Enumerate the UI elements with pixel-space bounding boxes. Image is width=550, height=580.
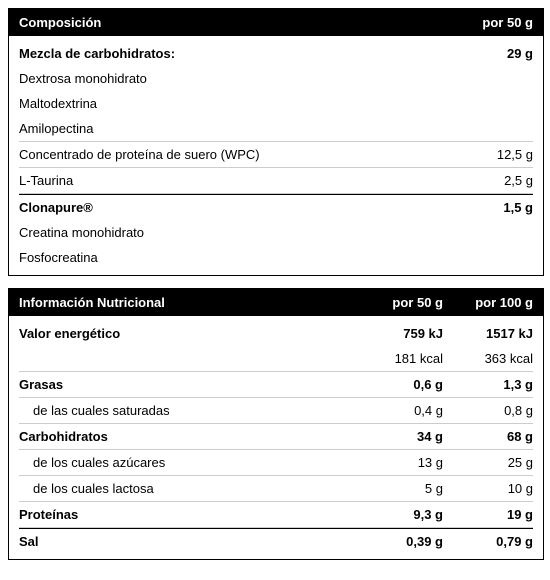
- table-row: Maltodextrina: [19, 91, 533, 116]
- row-value-2: 19 g: [443, 507, 533, 522]
- table-row: Dextrosa monohidrato: [19, 66, 533, 91]
- row-label: Dextrosa monohidrato: [19, 71, 443, 86]
- table-row: Clonapure®1,5 g: [19, 194, 533, 220]
- row-label: Grasas: [19, 377, 353, 392]
- composition-title: Composición: [19, 15, 443, 30]
- nutrition-col-m: por 50 g: [353, 295, 443, 310]
- composition-table: Composición por 50 g Mezcla de carbohidr…: [8, 8, 544, 276]
- row-label: L-Taurina: [19, 173, 443, 188]
- row-label: Mezcla de carbohidratos:: [19, 46, 443, 61]
- row-value-1: 34 g: [353, 429, 443, 444]
- table-row: Creatina monohidrato: [19, 220, 533, 245]
- row-value-2: 25 g: [443, 455, 533, 470]
- row-value: 12,5 g: [443, 147, 533, 162]
- row-value: 1,5 g: [443, 200, 533, 215]
- composition-header: Composición por 50 g: [9, 9, 543, 36]
- row-label: Proteínas: [19, 507, 353, 522]
- row-label: Concentrado de proteína de suero (WPC): [19, 147, 443, 162]
- table-row: Amilopectina: [19, 116, 533, 142]
- row-value: 2,5 g: [443, 173, 533, 188]
- row-value: [443, 250, 533, 265]
- table-row: de los cuales azúcares13 g25 g: [19, 450, 533, 476]
- row-value: 29 g: [443, 46, 533, 61]
- nutrition-title: Información Nutricional: [19, 295, 353, 310]
- row-label: Carbohidratos: [19, 429, 353, 444]
- row-label: Sal: [19, 534, 353, 549]
- composition-body: Mezcla de carbohidratos:29 gDextrosa mon…: [9, 36, 543, 275]
- table-row: de los cuales lactosa5 g10 g: [19, 476, 533, 502]
- nutrition-table: Información Nutricional por 50 g por 100…: [8, 288, 544, 560]
- table-row: Valor energético759 kJ1517 kJ: [19, 316, 533, 346]
- row-value-2: 1517 kJ: [443, 326, 533, 341]
- row-label: de las cuales saturadas: [19, 403, 353, 418]
- table-row: Proteínas9,3 g19 g: [19, 502, 533, 528]
- row-label: Clonapure®: [19, 200, 443, 215]
- table-row: Concentrado de proteína de suero (WPC)12…: [19, 142, 533, 168]
- nutrition-body: Valor energético759 kJ1517 kJ181 kcal363…: [9, 316, 543, 559]
- row-value-2: 0,8 g: [443, 403, 533, 418]
- row-value-1: 9,3 g: [353, 507, 443, 522]
- row-value-2: 1,3 g: [443, 377, 533, 392]
- table-row: de las cuales saturadas0,4 g0,8 g: [19, 398, 533, 424]
- row-value-2: 0,79 g: [443, 534, 533, 549]
- row-value: [443, 225, 533, 240]
- table-row: Grasas0,6 g1,3 g: [19, 372, 533, 398]
- row-label: Valor energético: [19, 326, 353, 341]
- table-row: Sal0,39 g0,79 g: [19, 528, 533, 559]
- row-value-1: 0,6 g: [353, 377, 443, 392]
- row-label: Fosfocreatina: [19, 250, 443, 265]
- row-value-2: 68 g: [443, 429, 533, 444]
- table-row: Mezcla de carbohidratos:29 g: [19, 36, 533, 66]
- row-value-1: 0,4 g: [353, 403, 443, 418]
- row-value-1: 5 g: [353, 481, 443, 496]
- row-value: [443, 96, 533, 111]
- row-value-2: 10 g: [443, 481, 533, 496]
- nutrition-col-r: por 100 g: [443, 295, 533, 310]
- row-value: [443, 71, 533, 86]
- table-row: Fosfocreatina: [19, 245, 533, 275]
- composition-col-header: por 50 g: [443, 15, 533, 30]
- row-label: de los cuales azúcares: [19, 455, 353, 470]
- row-label: Maltodextrina: [19, 96, 443, 111]
- row-label: de los cuales lactosa: [19, 481, 353, 496]
- nutrition-header: Información Nutricional por 50 g por 100…: [9, 289, 543, 316]
- row-label: Creatina monohidrato: [19, 225, 443, 240]
- row-label: [19, 351, 353, 366]
- table-row: Carbohidratos34 g68 g: [19, 424, 533, 450]
- row-value-1: 0,39 g: [353, 534, 443, 549]
- table-row: 181 kcal363 kcal: [19, 346, 533, 372]
- row-value-1: 759 kJ: [353, 326, 443, 341]
- row-value-2: 363 kcal: [443, 351, 533, 366]
- row-label: Amilopectina: [19, 121, 443, 136]
- row-value-1: 13 g: [353, 455, 443, 470]
- row-value: [443, 121, 533, 136]
- table-row: L-Taurina2,5 g: [19, 168, 533, 194]
- row-value-1: 181 kcal: [353, 351, 443, 366]
